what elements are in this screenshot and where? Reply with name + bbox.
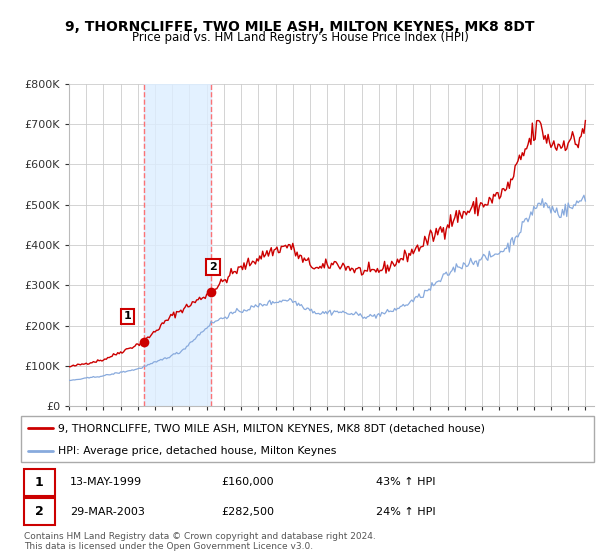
FancyBboxPatch shape [24, 469, 55, 496]
Text: 2: 2 [209, 262, 217, 272]
Text: 29-MAR-2003: 29-MAR-2003 [70, 507, 145, 517]
Text: Price paid vs. HM Land Registry's House Price Index (HPI): Price paid vs. HM Land Registry's House … [131, 31, 469, 44]
Text: This data is licensed under the Open Government Licence v3.0.: This data is licensed under the Open Gov… [24, 542, 313, 551]
Text: 24% ↑ HPI: 24% ↑ HPI [376, 507, 436, 517]
Text: 43% ↑ HPI: 43% ↑ HPI [376, 477, 436, 487]
FancyBboxPatch shape [21, 416, 594, 462]
Text: £160,000: £160,000 [221, 477, 274, 487]
Text: HPI: Average price, detached house, Milton Keynes: HPI: Average price, detached house, Milt… [58, 446, 337, 455]
Text: 1: 1 [124, 311, 131, 321]
Text: 13-MAY-1999: 13-MAY-1999 [70, 477, 142, 487]
Text: Contains HM Land Registry data © Crown copyright and database right 2024.: Contains HM Land Registry data © Crown c… [24, 532, 376, 541]
Text: 9, THORNCLIFFE, TWO MILE ASH, MILTON KEYNES, MK8 8DT (detached house): 9, THORNCLIFFE, TWO MILE ASH, MILTON KEY… [58, 423, 485, 433]
Text: 9, THORNCLIFFE, TWO MILE ASH, MILTON KEYNES, MK8 8DT: 9, THORNCLIFFE, TWO MILE ASH, MILTON KEY… [65, 20, 535, 34]
Text: £282,500: £282,500 [221, 507, 275, 517]
FancyBboxPatch shape [24, 498, 55, 525]
Text: 2: 2 [35, 505, 44, 519]
Text: 1: 1 [35, 475, 44, 489]
Bar [144, 84, 211, 406]
